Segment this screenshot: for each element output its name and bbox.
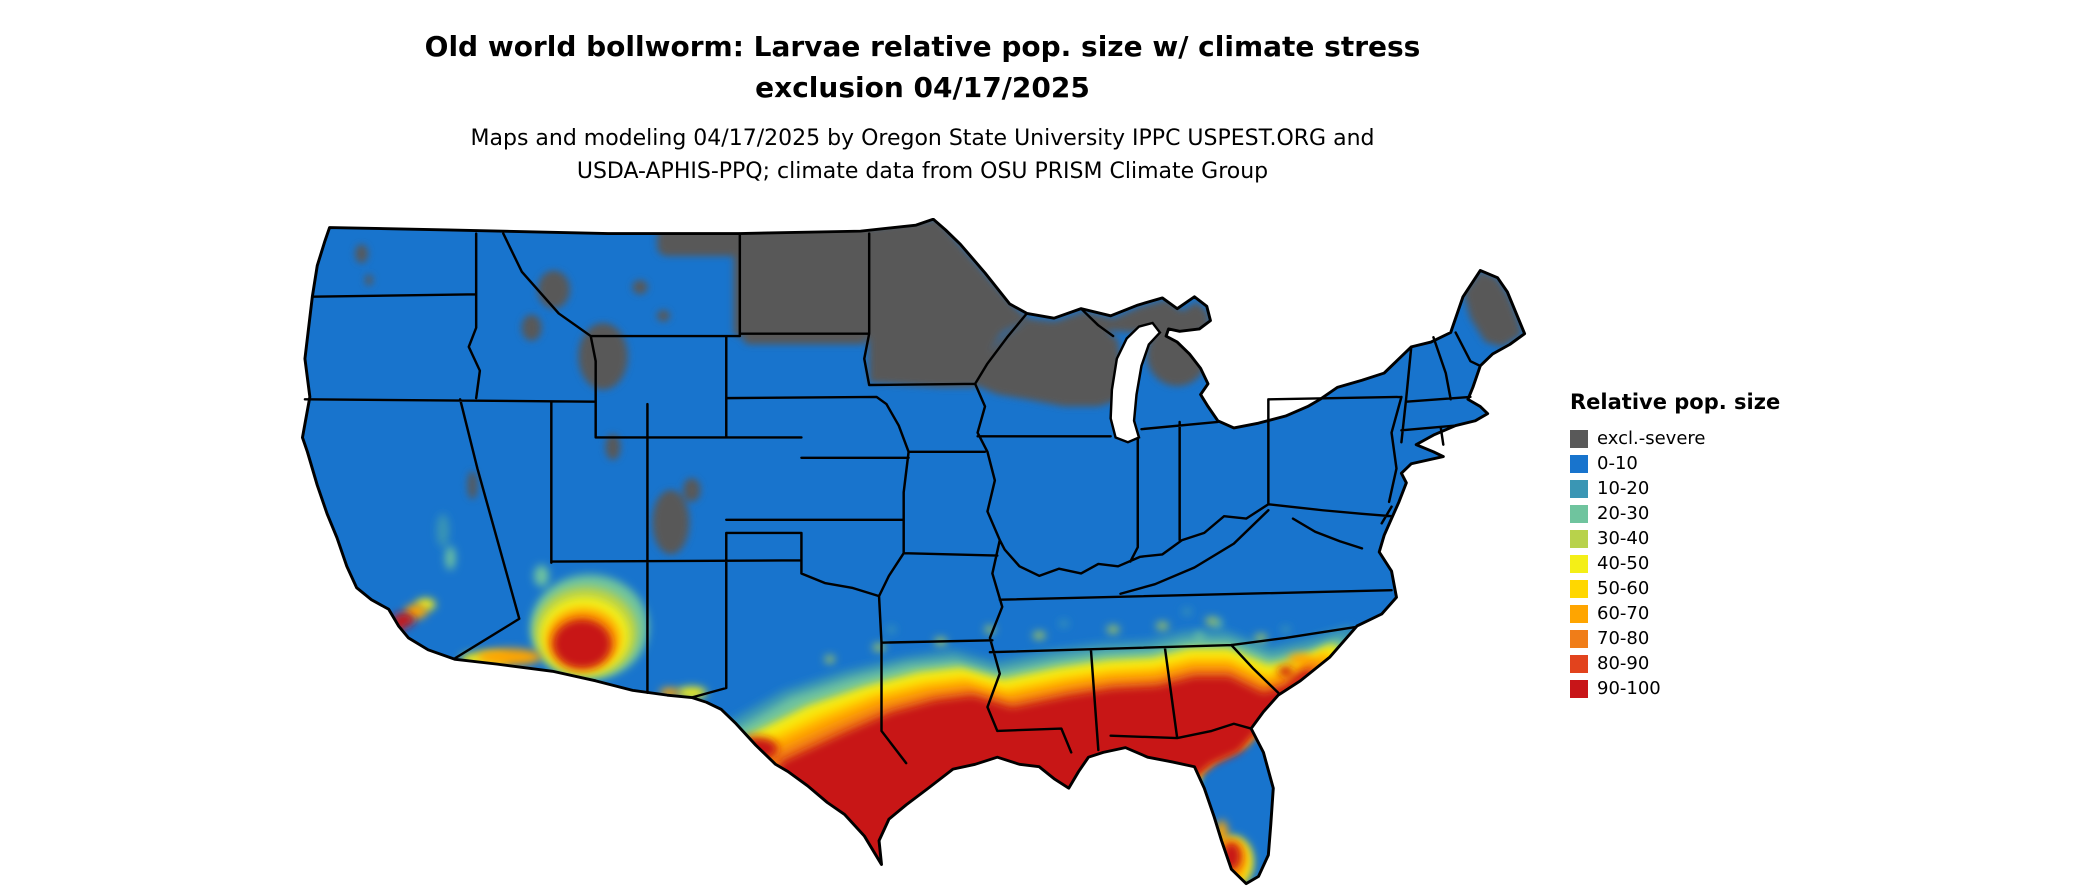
lake-michigan <box>1109 321 1162 444</box>
figure-title-line1: Old world bollworm: Larvae relative pop.… <box>424 30 1421 63</box>
legend-item: 10-20 <box>1570 476 1780 501</box>
figure-subtitle-line2: USDA-APHIS-PPQ; climate data from OSU PR… <box>576 159 1269 184</box>
legend-label: 90-100 <box>1597 678 1661 699</box>
raster-excl-severe <box>355 219 1523 555</box>
state-borders <box>303 232 1482 765</box>
legend-item: 0-10 <box>1570 451 1780 476</box>
figure-subtitle-line1: Maps and modeling 04/17/2025 by Oregon S… <box>470 126 1375 151</box>
us-outline <box>300 218 1527 886</box>
legend-label: 10-20 <box>1597 478 1650 499</box>
legend-swatch-20-30 <box>1570 504 1588 523</box>
legend-item: 70-80 <box>1570 626 1780 651</box>
legend-label: 50-60 <box>1597 578 1650 599</box>
figure-title-line2: exclusion 04/17/2025 <box>755 71 1090 104</box>
legend-label: excl.-severe <box>1597 428 1706 449</box>
legend-swatch-80-90 <box>1570 654 1588 673</box>
legend-label: 60-70 <box>1597 603 1650 624</box>
legend-label: 40-50 <box>1597 553 1650 574</box>
raster-layers <box>302 219 1525 884</box>
legend-swatch-50-60 <box>1570 579 1588 598</box>
legend-item: 30-40 <box>1570 526 1780 551</box>
legend-item: 20-30 <box>1570 501 1780 526</box>
legend-swatch-0-10 <box>1570 454 1588 473</box>
legend-swatch-60-70 <box>1570 604 1588 623</box>
legend-swatch-10-20 <box>1570 479 1588 498</box>
legend-label: 0-10 <box>1597 453 1638 474</box>
legend-swatch-excl-severe <box>1570 429 1588 448</box>
legend-item: 80-90 <box>1570 651 1780 676</box>
legend-label: 30-40 <box>1597 528 1650 549</box>
us-map <box>300 218 1527 886</box>
legend-item: 50-60 <box>1570 576 1780 601</box>
legend-title: Relative pop. size <box>1570 390 1781 414</box>
legend-swatch-70-80 <box>1570 629 1588 648</box>
legend-label: 70-80 <box>1597 628 1650 649</box>
legend-item: 90-100 <box>1570 676 1780 701</box>
legend: Relative pop. size excl.-severe 0-10 10-… <box>1570 390 1780 701</box>
legend-swatch-90-100 <box>1570 679 1588 698</box>
legend-item: 60-70 <box>1570 601 1780 626</box>
legend-swatch-40-50 <box>1570 554 1588 573</box>
legend-swatch-30-40 <box>1570 529 1588 548</box>
figure-header: Old world bollworm: Larvae relative pop.… <box>0 26 1845 188</box>
legend-item: excl.-severe <box>1570 426 1780 451</box>
legend-label: 20-30 <box>1597 503 1650 524</box>
legend-item: 40-50 <box>1570 551 1780 576</box>
legend-label: 80-90 <box>1597 653 1650 674</box>
